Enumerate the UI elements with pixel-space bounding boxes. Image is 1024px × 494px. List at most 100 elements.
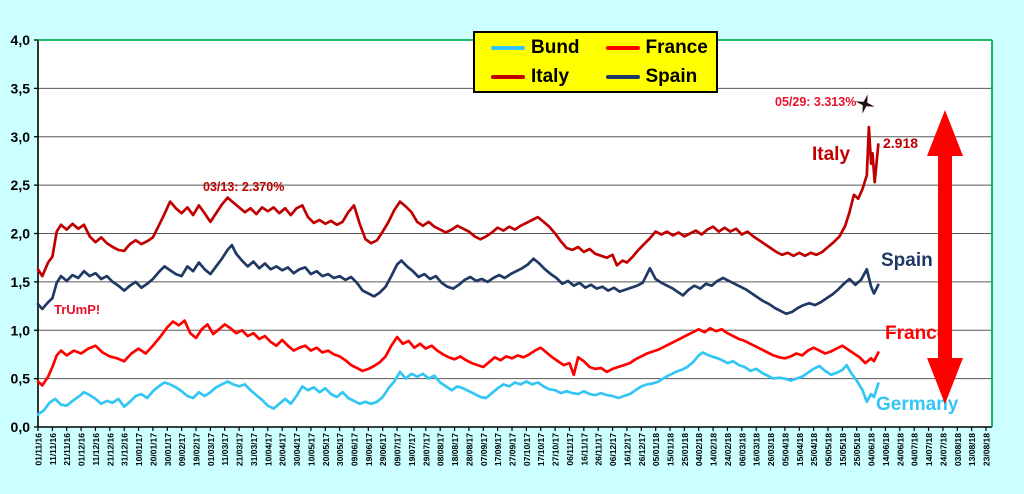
x-tick-label: 29/06/17 (378, 433, 388, 466)
peak-star-icon (855, 94, 875, 114)
legend-item-spain: Spain (596, 66, 711, 88)
x-tick-label: 01/03/17 (206, 433, 216, 466)
series-line-france (36, 319, 880, 387)
x-tick-label: 07/09/17 (479, 433, 489, 466)
series-line-italy (36, 125, 880, 278)
legend-item-france: France (596, 37, 711, 59)
x-tick-label: 16/11/17 (579, 433, 589, 466)
x-tick-label: 24/07/18 (938, 433, 948, 466)
x-tick-label: 28/08/17 (464, 433, 474, 466)
x-tick-label: 01/12/16 (77, 433, 87, 466)
spread-range-double-arrow-icon (927, 110, 963, 404)
x-tick-label: 30/01/17 (163, 433, 173, 466)
x-tick-label: 05/01/18 (651, 433, 661, 466)
annotation-italy-2017-peak: 03/13: 2.370% (203, 180, 285, 194)
x-tick-label: 04/06/18 (867, 433, 877, 466)
x-tick-label: 11/11/16 (48, 433, 58, 465)
x-tick-label: 14/06/18 (881, 433, 891, 466)
x-tick-label: 10/04/17 (263, 433, 273, 466)
x-tick-label: 31/12/16 (120, 433, 130, 466)
x-tick-label: 21/12/16 (105, 433, 115, 466)
x-tick-label: 23/08/18 (982, 433, 992, 466)
x-tick-label: 06/11/17 (565, 433, 575, 466)
y-tick-label: 3,5 (11, 80, 31, 96)
y-tick-label: 0,5 (11, 371, 31, 387)
legend-label: Spain (645, 65, 698, 87)
legend-label: Bund (531, 36, 580, 58)
x-tick-label: 10/01/17 (134, 433, 144, 466)
x-tick-label: 13/08/18 (967, 433, 977, 466)
legend-item-bund: Bund (481, 37, 596, 59)
x-tick-label: 20/05/17 (321, 433, 331, 466)
x-tick-label: 20/04/17 (278, 433, 288, 466)
series-line-bund (36, 351, 880, 416)
x-tick-label: 29/07/17 (421, 433, 431, 466)
x-tick-label: 18/08/17 (450, 433, 460, 466)
series-label-france: France (885, 323, 948, 344)
y-tick-label: 1,0 (11, 322, 31, 338)
x-tick-label: 06/03/18 (737, 433, 747, 466)
annotation-italy-last-value: 2.918 (883, 135, 919, 151)
x-tick-label: 30/05/17 (335, 433, 345, 466)
y-tick-label: 2,5 (11, 177, 31, 193)
x-tick-label: 11/03/17 (220, 433, 230, 466)
x-tick-label: 11/12/16 (91, 433, 101, 466)
x-tick-label: 25/04/18 (809, 433, 819, 466)
x-tick-label: 01/11/16 (34, 433, 44, 466)
x-tick-label: 16/03/18 (752, 433, 762, 466)
legend-box: Bund France Italy Spain (473, 31, 718, 93)
x-tick-label: 25/05/18 (852, 433, 862, 466)
series-line-spain (36, 243, 880, 316)
annotation-trump: TrUmP! (54, 302, 101, 317)
x-tick-label: 31/03/17 (249, 433, 259, 466)
x-tick-label: 19/07/17 (407, 433, 417, 466)
series-label-italy: Italy (812, 144, 851, 165)
x-tick-label: 07/10/17 (522, 433, 532, 466)
y-tick-label: 0,0 (11, 419, 31, 435)
x-tick-label: 21/11/16 (62, 433, 72, 466)
x-tick-label: 06/12/17 (608, 433, 618, 466)
x-tick-label: 27/09/17 (508, 433, 518, 466)
series-label-spain: Spain (881, 250, 933, 271)
x-tick-label: 16/12/17 (622, 433, 632, 466)
legend-line-swatch (491, 74, 525, 79)
annotation-italy-2018-peak: 05/29: 3.313% (775, 95, 857, 109)
x-tick-label: 27/10/17 (551, 433, 561, 466)
x-tick-label: 24/06/18 (895, 433, 905, 466)
x-tick-label: 26/11/17 (594, 433, 604, 466)
x-tick-label: 04/07/18 (910, 433, 920, 466)
x-tick-label: 09/07/17 (393, 433, 403, 466)
x-tick-label: 15/05/18 (838, 433, 848, 466)
x-tick-label: 09/06/17 (350, 433, 360, 466)
y-tick-label: 3,0 (11, 129, 31, 145)
x-tick-label: 19/06/17 (364, 433, 374, 466)
x-tick-label: 05/05/18 (824, 433, 834, 466)
x-tick-label: 17/10/17 (536, 433, 546, 466)
x-tick-label: 19/02/17 (192, 433, 202, 466)
x-tick-label: 25/01/18 (680, 433, 690, 466)
series-lines (36, 125, 880, 416)
legend-line-swatch (605, 74, 640, 79)
x-tick-label: 14/07/18 (924, 433, 934, 466)
x-tick-label: 08/08/17 (436, 433, 446, 466)
series-label-germany: Germany (876, 394, 959, 415)
x-tick-label: 17/09/17 (493, 433, 503, 466)
x-tick-label: 24/02/18 (723, 433, 733, 466)
legend-label: France (645, 36, 708, 58)
y-tick-label: 2,0 (11, 226, 31, 242)
x-tick-label: 26/12/17 (637, 433, 647, 466)
x-tick-label: 04/02/18 (694, 433, 704, 466)
x-tick-label: 03/08/18 (953, 433, 963, 466)
x-tick-label: 21/03/17 (235, 433, 245, 466)
x-tick-label: 15/01/18 (666, 433, 676, 466)
x-tick-label: 05/04/18 (780, 433, 790, 466)
legend-item-italy: Italy (481, 66, 596, 88)
gridlines (38, 87, 992, 380)
x-tick-label: 10/05/17 (306, 433, 316, 466)
y-tick-label: 4,0 (11, 32, 31, 48)
legend-label: Italy (531, 65, 570, 87)
y-axis-labels: 0,0 0,5 1,0 1,5 2,0 2,5 3,0 3,5 4,0 (11, 32, 38, 435)
x-tick-label: 20/01/17 (148, 433, 158, 466)
x-axis-labels: 01/11/16 11/11/16 21/11/16 01/12/16 11/12/16… (34, 427, 992, 466)
